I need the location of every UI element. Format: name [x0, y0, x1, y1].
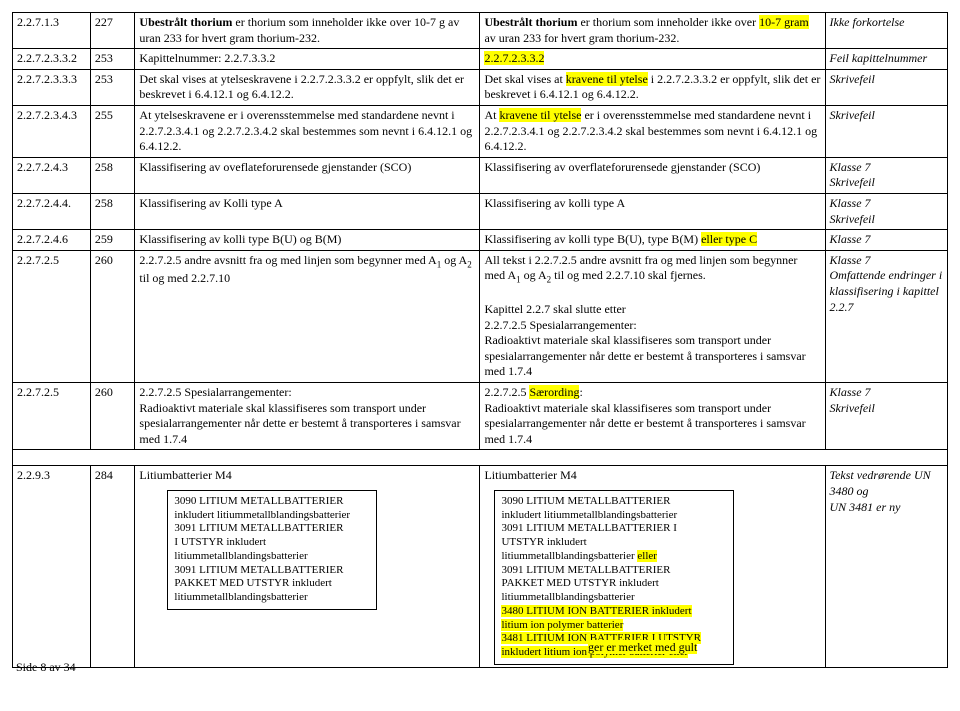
ref-cell: 2.2.7.2.4.6 — [13, 230, 91, 251]
ref-cell: 2.2.7.2.5 — [13, 382, 91, 449]
original-text-cell: 2.2.7.2.5 andre avsnitt fra og med linje… — [135, 250, 480, 382]
note-cell: Klasse 7Skrivefeil — [825, 382, 947, 449]
page-cell: 258 — [90, 193, 135, 229]
corrected-text-cell: Ubestrålt thorium er thorium som innehol… — [480, 13, 825, 49]
stray-highlight: ger er merket med gult — [588, 640, 697, 656]
table-row: 2.2.7.2.3.3.3253Det skal vises at ytelse… — [13, 69, 948, 105]
corrected-text-cell: Klassifisering av kolli type A — [480, 193, 825, 229]
gap-row — [13, 450, 948, 466]
note-cell: Feil kapittelnummer — [825, 49, 947, 70]
table-row: 2.2.7.2.4.6259Klassifisering av kolli ty… — [13, 230, 948, 251]
corrected-text-cell: Litiumbatterier M43090 LITIUM METALLBATT… — [480, 466, 825, 668]
original-text-cell: Det skal vises at ytelseskravene i 2.2.7… — [135, 69, 480, 105]
note-cell: Skrivefeil — [825, 69, 947, 105]
table-row: 2.2.7.2.4.3258Klassifisering av oveflate… — [13, 157, 948, 193]
table-row: 2.2.7.2.3.4.3255At ytelseskravene er i o… — [13, 105, 948, 157]
original-text-cell: Ubestrålt thorium er thorium som innehol… — [135, 13, 480, 49]
note-cell: Klasse 7 — [825, 230, 947, 251]
original-text-cell: 2.2.7.2.5 Spesialarrangementer:Radioakti… — [135, 382, 480, 449]
table-row: 2.2.7.2.4.4.258Klassifisering av Kolli t… — [13, 193, 948, 229]
table-row: 2.2.7.2.52602.2.7.2.5 Spesialarrangement… — [13, 382, 948, 449]
corrected-text-cell: Klassifisering av overflateforurensede g… — [480, 157, 825, 193]
original-text-cell: Litiumbatterier M43090 LITIUM METALLBATT… — [135, 466, 480, 668]
table-row: 2.2.7.2.52602.2.7.2.5 andre avsnitt fra … — [13, 250, 948, 382]
page-cell: 284 — [90, 466, 135, 668]
page-cell: 255 — [90, 105, 135, 157]
original-text-cell: At ytelseskravene er i overensstemmelse … — [135, 105, 480, 157]
ref-cell: 2.2.7.2.3.3.3 — [13, 69, 91, 105]
note-cell: Klasse 7Skrivefeil — [825, 193, 947, 229]
page-cell: 259 — [90, 230, 135, 251]
page-cell: 260 — [90, 250, 135, 382]
page-cell: 260 — [90, 382, 135, 449]
corrected-text-cell: All tekst i 2.2.7.2.5 andre avsnitt fra … — [480, 250, 825, 382]
ref-cell: 2.2.7.2.4.3 — [13, 157, 91, 193]
ref-cell: 2.2.7.2.4.4. — [13, 193, 91, 229]
page-cell: 253 — [90, 49, 135, 70]
page-cell: 258 — [90, 157, 135, 193]
corrected-text-cell: At kravene til ytelse er i overensstemme… — [480, 105, 825, 157]
ref-cell: 2.2.7.2.3.4.3 — [13, 105, 91, 157]
original-text-cell: Klassifisering av Kolli type A — [135, 193, 480, 229]
corrected-text-cell: Klassifisering av kolli type B(U), type … — [480, 230, 825, 251]
original-text-cell: Klassifisering av kolli type B(U) og B(M… — [135, 230, 480, 251]
note-cell: Klasse 7Skrivefeil — [825, 157, 947, 193]
corrected-text-cell: Det skal vises at kravene til ytelse i 2… — [480, 69, 825, 105]
ref-cell: 2.2.9.3 — [13, 466, 91, 668]
table-row: 2.2.7.2.3.3.2253Kapittelnummer: 2.2.7.3.… — [13, 49, 948, 70]
corrected-text-cell: 2.2.7.2.5 Særording:Radioaktivt material… — [480, 382, 825, 449]
corrected-text-cell: 2.2.7.2.3.3.2 — [480, 49, 825, 70]
note-cell: Tekst vedrørende UN 3480 ogUN 3481 er ny — [825, 466, 947, 668]
lithium-row: 2.2.9.3284Litiumbatterier M43090 LITIUM … — [13, 466, 948, 668]
note-cell: Skrivefeil — [825, 105, 947, 157]
table-row: 2.2.7.1.3227Ubestrålt thorium er thorium… — [13, 13, 948, 49]
original-text-cell: Klassifisering av oveflateforurensede gj… — [135, 157, 480, 193]
note-cell: Ikke forkortelse — [825, 13, 947, 49]
page-cell: 253 — [90, 69, 135, 105]
original-text-cell: Kapittelnummer: 2.2.7.3.3.2 — [135, 49, 480, 70]
ref-cell: 2.2.7.2.3.3.2 — [13, 49, 91, 70]
document-table: 2.2.7.1.3227Ubestrålt thorium er thorium… — [12, 12, 948, 668]
page-cell: 227 — [90, 13, 135, 49]
ref-cell: 2.2.7.1.3 — [13, 13, 91, 49]
note-cell: Klasse 7Omfattende endringer i klassifis… — [825, 250, 947, 382]
ref-cell: 2.2.7.2.5 — [13, 250, 91, 382]
lithium-inset-box: 3090 LITIUM METALLBATTERIERinkludert lit… — [167, 490, 377, 610]
page-number: Side 8 av 34 — [16, 660, 76, 676]
lithium-inset-box: 3090 LITIUM METALLBATTERIERinkludert lit… — [494, 490, 734, 665]
